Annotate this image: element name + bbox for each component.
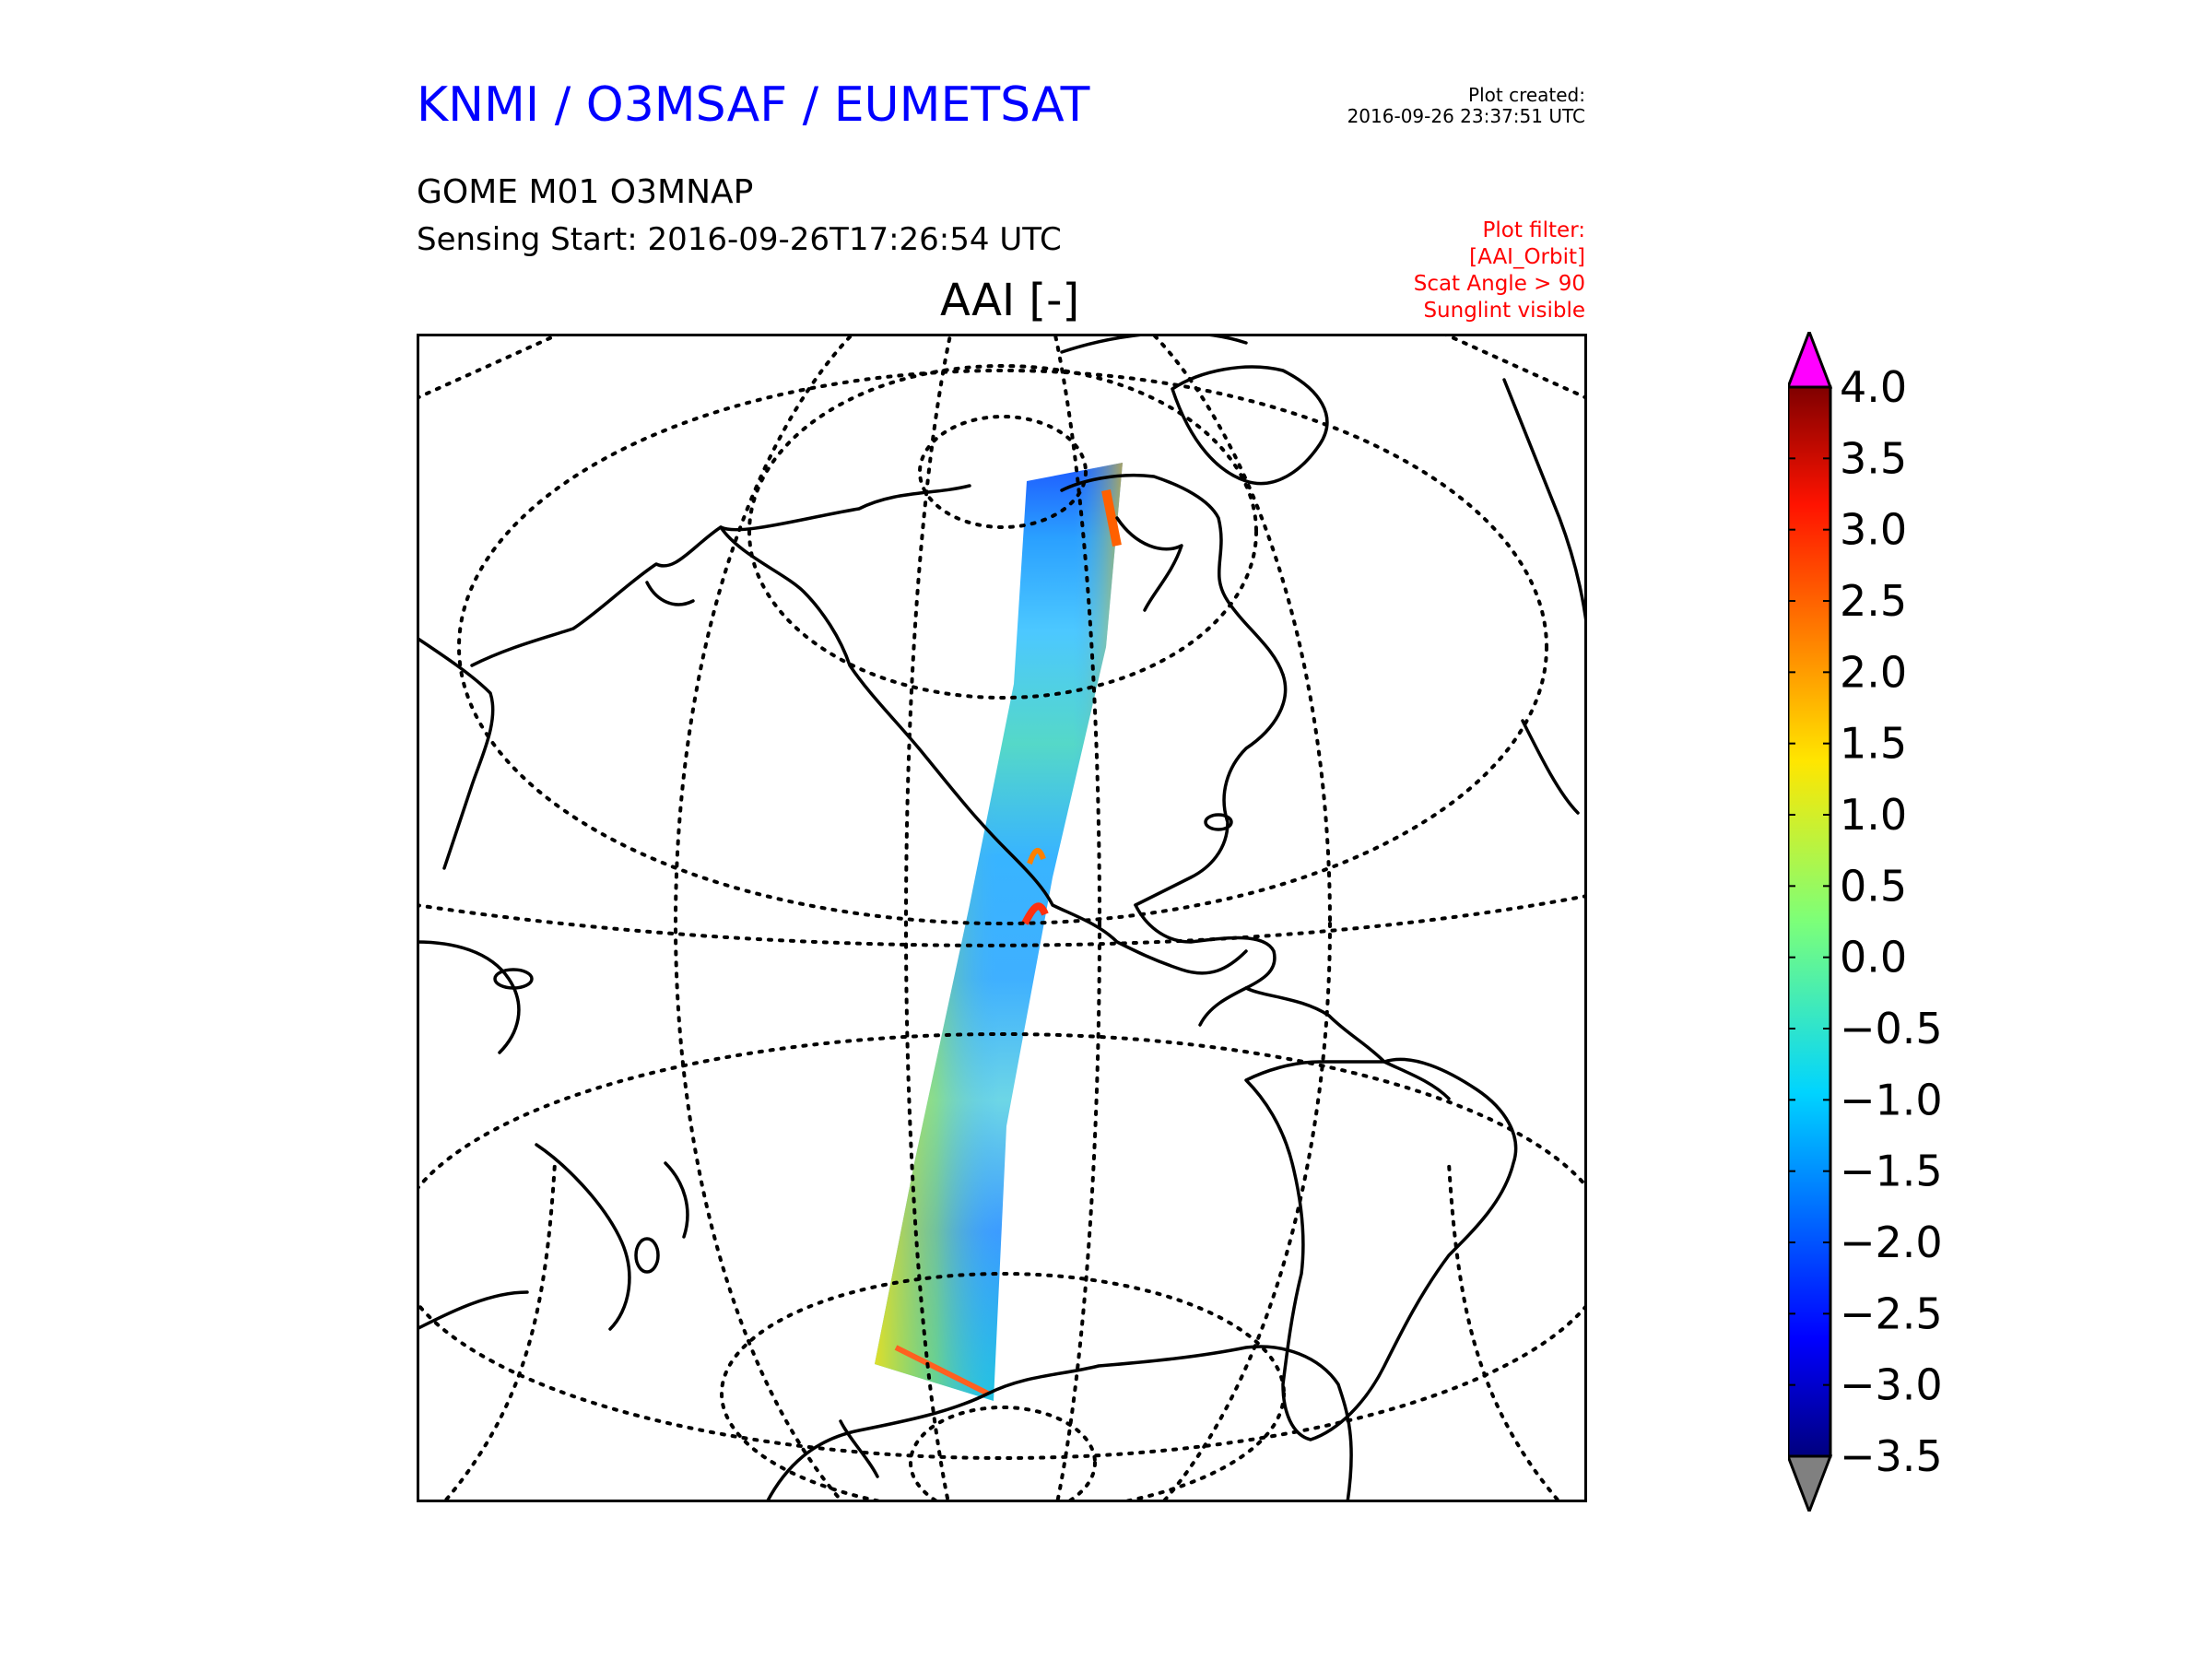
colorbar-tick-label: 3.5 (1840, 433, 1907, 483)
colorbar-tick-label: 0.0 (1840, 933, 1907, 982)
colorbar-tick-label: 2.5 (1840, 576, 1907, 626)
colorbar-tick-label: −2.0 (1840, 1218, 1943, 1267)
colorbar-tick-label: 0.5 (1840, 861, 1907, 911)
colorbar-tick-label: −3.0 (1840, 1360, 1943, 1410)
colorbar: 4.0 3.5 3.0 2.5 2.0 1.5 1.0 0.5 0.0 −0.5 −1.0 −1.5 −… (1788, 332, 1943, 1512)
colorbar-gradient (1788, 385, 1832, 1458)
aai-swath (875, 463, 1123, 1401)
filter-line: Sunglint visible (1423, 299, 1585, 323)
colorbar-tick-label: 4.0 (1840, 362, 1907, 412)
colorbar-tick-label: 1.5 (1840, 719, 1907, 769)
filter-line: Plot filter: (1482, 218, 1585, 242)
filter-line: [AAI_Orbit] (1469, 245, 1585, 269)
colorbar-extend-under (1788, 1454, 1833, 1512)
colorbar-tick-label: 3.0 (1840, 505, 1907, 555)
created-value: 2016-09-26 23:37:51 UTC (1347, 105, 1585, 127)
colorbar-tick-label: −0.5 (1840, 1004, 1943, 1053)
product-name: GOME M01 O3MNAP (417, 173, 754, 211)
colorbar-tick-label: −1.5 (1840, 1147, 1943, 1196)
colorbar-tick-label: −3.5 (1840, 1431, 1943, 1481)
plot-title: AAI [-] (940, 275, 1080, 326)
created-label: Plot created: (1468, 84, 1585, 106)
colorbar-tick-label: −2.5 (1840, 1288, 1943, 1338)
plot-filter: Plot filter: [AAI_Orbit] Scat Angle > 90… (1217, 218, 1585, 324)
colorbar-tick-label: −1.0 (1840, 1075, 1943, 1124)
colorbar-tick-label: 2.0 (1840, 647, 1907, 697)
brand-title: KNMI / O3MSAF / EUMETSAT (417, 77, 1090, 133)
graticule (417, 334, 1587, 1502)
colorbar-tick-label: 1.0 (1840, 790, 1907, 840)
colorbar-extend-over (1788, 332, 1833, 389)
filter-line: Scat Angle > 90 (1413, 272, 1585, 296)
sensing-start: Sensing Start: 2016-09-26T17:26:54 UTC (417, 221, 1062, 258)
map-panel (417, 334, 1587, 1502)
plot-created: Plot created: 2016-09-26 23:37:51 UTC (1217, 85, 1585, 127)
map-frame (417, 334, 1587, 1502)
